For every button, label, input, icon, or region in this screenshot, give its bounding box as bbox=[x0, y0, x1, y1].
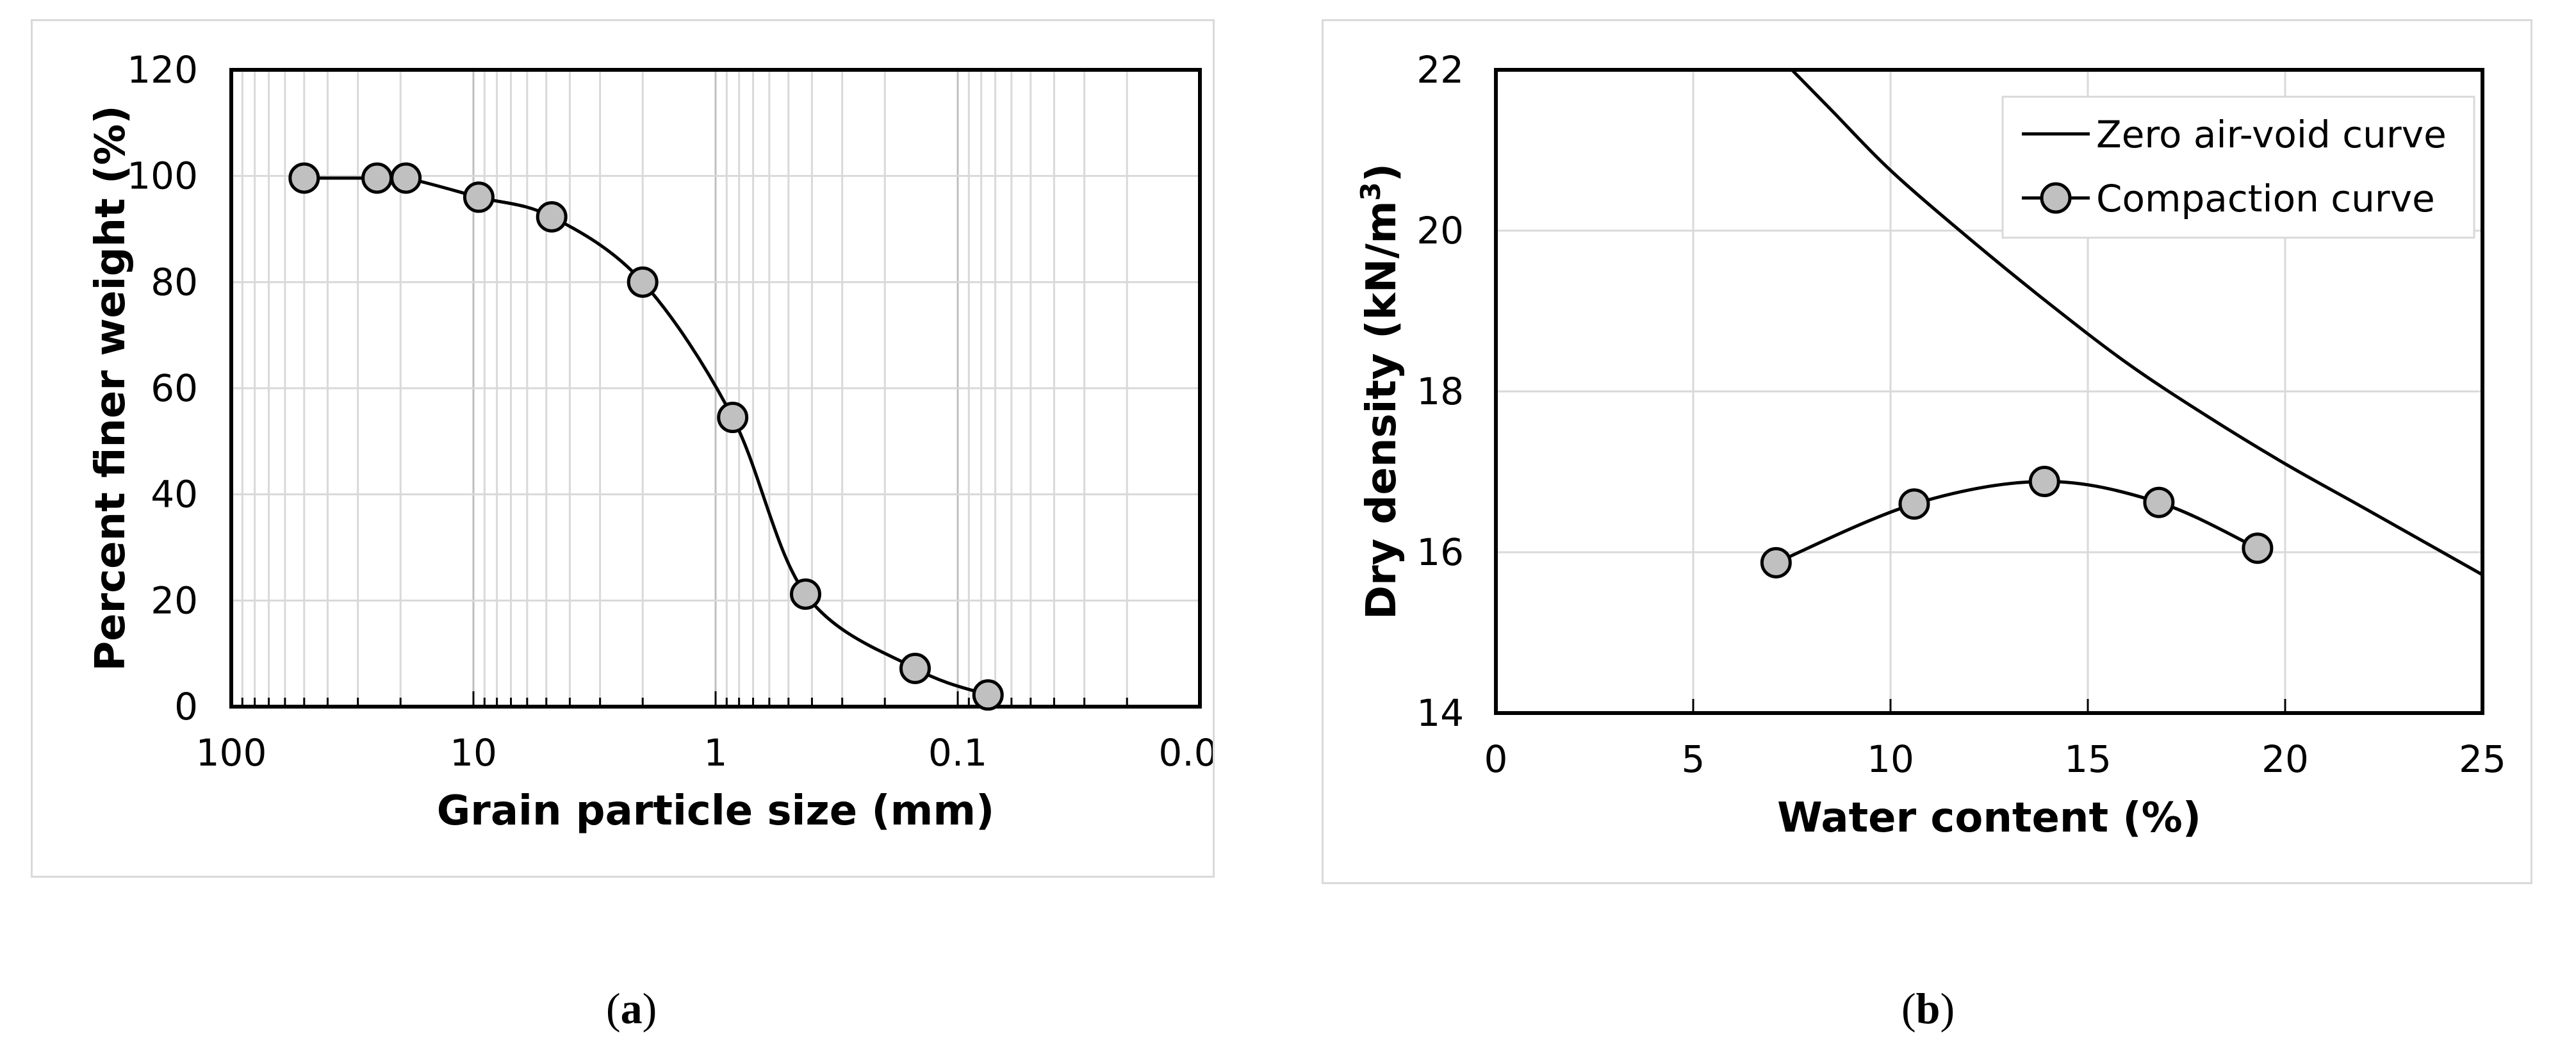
x-tick-label: 10 bbox=[450, 731, 497, 775]
data-point bbox=[390, 162, 422, 194]
y-tick-label: 20 bbox=[151, 579, 198, 622]
y-tick-label: 80 bbox=[151, 260, 198, 304]
y-axis-label-superscript: 3 bbox=[1355, 182, 1386, 201]
y-tick-label: 18 bbox=[1416, 370, 1464, 413]
legend-marker bbox=[2040, 182, 2072, 214]
data-point bbox=[2143, 486, 2175, 518]
y-axis-label-end: ) bbox=[1358, 163, 1406, 182]
x-tick-label: 0.01 bbox=[1158, 731, 1213, 775]
compaction-chart: 0 5 10 15 20 25 14 16 18 20 22 Water content (%) Dry… bbox=[1355, 48, 2506, 842]
x-tick-label: 1 bbox=[704, 731, 728, 775]
x-tick-label: 15 bbox=[2064, 737, 2112, 781]
data-point bbox=[361, 162, 393, 194]
y-tick-label: 22 bbox=[1416, 48, 1464, 92]
caption-a: (a) bbox=[606, 984, 657, 1033]
gridlines-a bbox=[231, 69, 1201, 708]
x-tick-label: 10 bbox=[1867, 737, 1914, 781]
compaction-line bbox=[1775, 480, 2258, 564]
caption-b-letter: b bbox=[1916, 984, 1940, 1033]
grain-size-chart: 100 10 1 0.1 0.01 0 20 40 60 80 100 120 Grain partic… bbox=[87, 48, 1213, 835]
x-tick-label: 5 bbox=[1682, 737, 1705, 781]
data-point bbox=[1760, 546, 1792, 579]
data-point bbox=[1898, 488, 1930, 520]
y-axis-label-main: Dry density (kN/m bbox=[1358, 201, 1406, 620]
chart-panel-a: 100 10 1 0.1 0.01 0 20 40 60 80 100 120 Grain partic… bbox=[31, 19, 1215, 878]
data-point bbox=[717, 402, 749, 434]
data-point bbox=[2242, 532, 2274, 564]
y-tick-label: 120 bbox=[127, 48, 198, 92]
y-tick-label: 100 bbox=[127, 154, 198, 198]
y-tick-label: 40 bbox=[151, 473, 198, 516]
data-point bbox=[627, 266, 659, 298]
plot-frame-b bbox=[1494, 68, 2484, 715]
legend: Zero air-void curve Compaction curve bbox=[2001, 95, 2475, 239]
y-axis-label: Dry density (kN/m3) bbox=[1355, 163, 1406, 620]
data-point bbox=[899, 652, 931, 684]
legend-box bbox=[2001, 95, 2475, 239]
x-axis-label: Water content (%) bbox=[1777, 794, 2201, 842]
data-point bbox=[536, 201, 568, 233]
data-point bbox=[463, 181, 495, 213]
y-tick-label: 16 bbox=[1416, 530, 1464, 574]
y-tick-label: 20 bbox=[1416, 209, 1464, 252]
chart-panel-b: 0 5 10 15 20 25 14 16 18 20 22 Water content (%) Dry… bbox=[1322, 19, 2532, 884]
data-point bbox=[288, 162, 320, 194]
x-tick-label: 25 bbox=[2459, 737, 2506, 781]
y-tick-label: 60 bbox=[151, 366, 198, 410]
data-point bbox=[972, 679, 1004, 711]
y-tick-label: 14 bbox=[1416, 691, 1464, 735]
caption-b: (b) bbox=[1901, 984, 1955, 1033]
y-tick-label: 0 bbox=[174, 685, 198, 728]
data-point bbox=[2028, 466, 2060, 498]
zero-air-void-line bbox=[1791, 70, 2482, 577]
legend-label: Zero air-void curve bbox=[2096, 113, 2447, 156]
x-tick-label: 20 bbox=[2261, 737, 2309, 781]
legend-label: Compaction curve bbox=[2096, 177, 2435, 220]
x-tick-label: 0.1 bbox=[928, 731, 987, 775]
x-tick-label: 100 bbox=[196, 731, 267, 775]
x-axis-label: Grain particle size (mm) bbox=[437, 787, 995, 835]
x-tick-label: 0 bbox=[1484, 737, 1508, 781]
caption-a-letter: a bbox=[620, 984, 643, 1033]
y-axis-label: Percent finer weight (%) bbox=[87, 105, 135, 671]
data-point bbox=[789, 578, 821, 610]
